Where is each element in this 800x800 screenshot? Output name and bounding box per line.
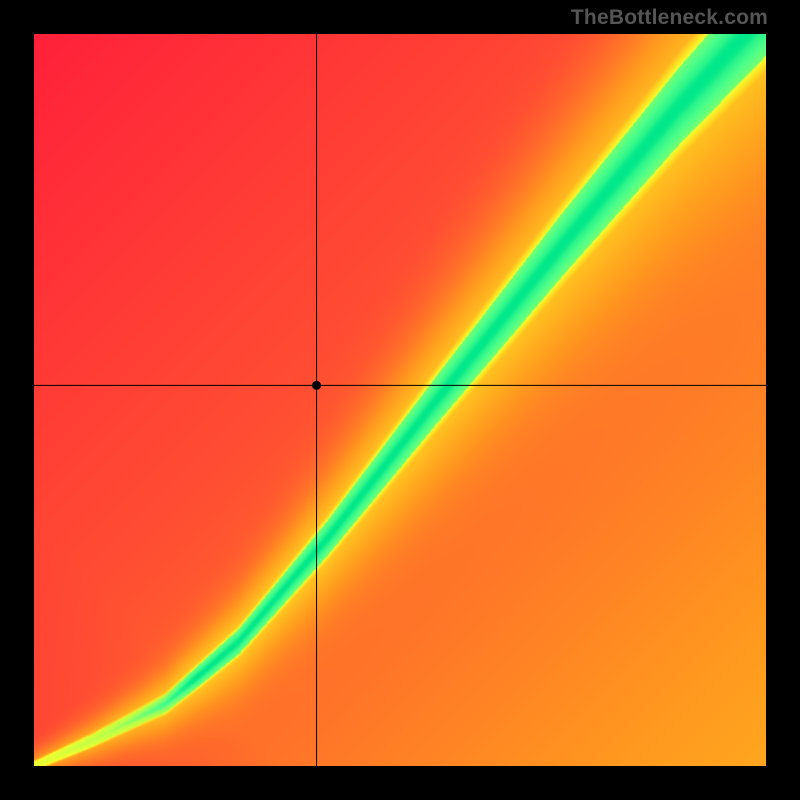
- heatmap-canvas: [34, 34, 766, 766]
- chart-frame: TheBottleneck.com: [0, 0, 800, 800]
- watermark-text: TheBottleneck.com: [571, 6, 768, 30]
